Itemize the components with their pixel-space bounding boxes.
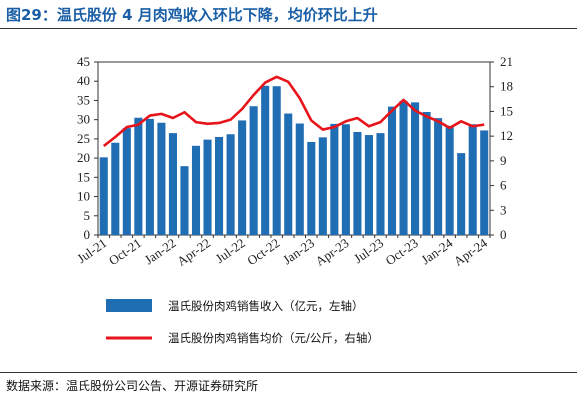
top-rule <box>0 28 577 29</box>
x-tick-label: Jan-22 <box>142 235 179 267</box>
revenue-bar <box>295 123 304 235</box>
revenue-bar <box>145 118 154 235</box>
right-tick-label: 12 <box>500 128 513 143</box>
revenue-bar <box>434 118 443 235</box>
revenue-bar <box>480 130 489 235</box>
revenue-bar <box>238 120 247 235</box>
figure-title: 图29：温氏股份 4 月肉鸡收入环比下降，均价环比上升 <box>6 6 378 24</box>
x-tick-label: Jan-23 <box>280 235 317 267</box>
x-tick-label: Apr-24 <box>451 235 491 269</box>
right-axis: 0 3 6 9 12 15 18 21 <box>490 54 513 242</box>
revenue-bar <box>376 133 385 235</box>
x-tick-label: Apr-23 <box>312 235 351 269</box>
right-tick-label: 9 <box>500 153 507 168</box>
revenue-bar <box>261 85 270 235</box>
source-note: 数据来源：温氏股份公司公告、开源证券研究所 <box>6 379 259 393</box>
legend-bar-swatch <box>106 299 152 312</box>
left-tick-label: 40 <box>77 73 90 88</box>
legend-bar-label: 温氏股份肉鸡销售收入（亿元，左轴） <box>168 299 364 313</box>
revenue-bar <box>272 86 281 235</box>
bar-series <box>99 85 489 236</box>
revenue-bar <box>203 139 212 235</box>
right-tick-label: 18 <box>500 79 513 94</box>
left-tick-label: 0 <box>84 227 91 242</box>
x-tick-label: Jul-21 <box>74 235 109 266</box>
revenue-bar <box>445 125 454 235</box>
right-tick-label: 21 <box>500 54 513 69</box>
revenue-bar <box>180 166 189 235</box>
revenue-bar <box>457 153 466 235</box>
right-tick-label: 6 <box>500 178 507 193</box>
revenue-bar <box>226 134 235 235</box>
revenue-bar <box>330 123 339 235</box>
right-tick-label: 15 <box>500 103 513 118</box>
x-tick-label: Oct-22 <box>244 235 282 268</box>
x-tick-label: Jan-24 <box>418 235 455 267</box>
line-series <box>102 75 485 148</box>
right-tick-label: 0 <box>500 227 507 242</box>
x-tick-label: Jul-22 <box>213 235 248 266</box>
left-tick-label: 15 <box>77 169 90 184</box>
left-tick-label: 5 <box>84 208 91 223</box>
revenue-bar <box>411 102 420 235</box>
x-tick-label: Oct-23 <box>383 235 421 268</box>
revenue-bar <box>399 100 408 235</box>
revenue-bar <box>307 141 316 235</box>
revenue-bar <box>99 157 108 235</box>
left-tick-label: 10 <box>77 189 90 204</box>
revenue-bar <box>111 142 120 235</box>
revenue-bar <box>157 122 166 235</box>
revenue-bar <box>387 106 397 236</box>
revenue-bar <box>249 106 258 235</box>
bottom-rule <box>0 372 577 373</box>
left-axis: 0 5 10 15 20 25 30 35 40 45 <box>77 54 98 242</box>
price-line <box>102 75 485 148</box>
left-tick-label: 35 <box>77 92 90 107</box>
revenue-bar <box>318 137 327 235</box>
revenue-bar <box>191 145 201 235</box>
legend: 温氏股份肉鸡销售收入（亿元，左轴） 温氏股份肉鸡销售均价（元/公斤，右轴） <box>106 299 379 345</box>
x-tick-label: Apr-22 <box>174 235 213 269</box>
revenue-bar <box>364 135 373 235</box>
revenue-bar <box>341 124 350 235</box>
revenue-bar <box>284 113 293 235</box>
left-tick-label: 30 <box>77 112 90 127</box>
revenue-bar <box>215 136 224 235</box>
left-tick-label: 25 <box>77 131 90 146</box>
legend-line-label: 温氏股份肉鸡销售均价（元/公斤，右轴） <box>168 331 379 345</box>
x-tick-label: Jul-23 <box>351 235 386 266</box>
revenue-bar <box>134 117 143 235</box>
revenue-bar <box>468 124 477 235</box>
right-tick-label: 3 <box>500 202 507 217</box>
revenue-bar <box>353 131 362 235</box>
revenue-bar <box>168 133 177 235</box>
left-tick-label: 45 <box>77 54 90 69</box>
x-tick-label: Oct-21 <box>106 235 144 268</box>
left-tick-label: 20 <box>77 150 90 165</box>
revenue-bar <box>422 111 431 235</box>
revenue-bar <box>122 128 131 235</box>
